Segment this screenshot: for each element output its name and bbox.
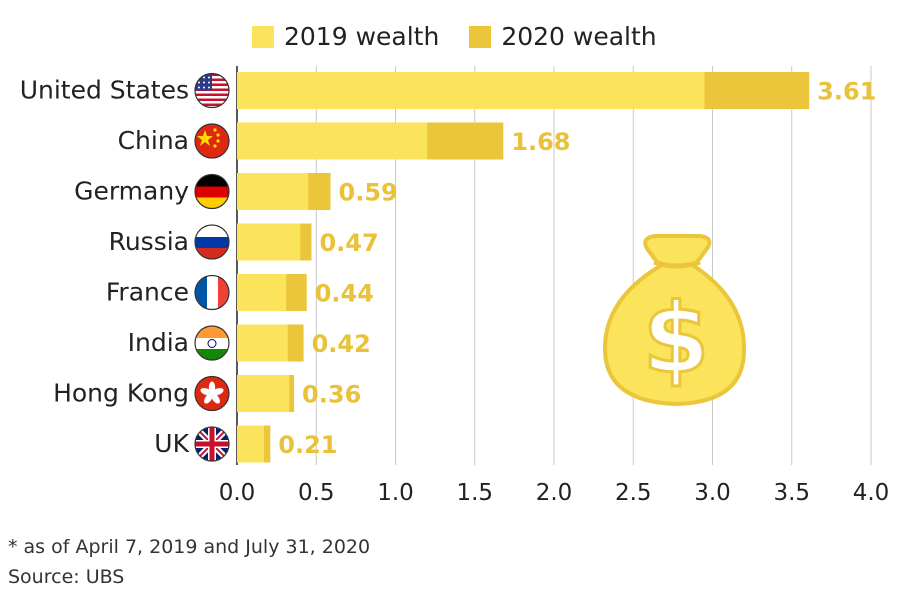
svg-text:$: $ [643, 283, 710, 395]
russia-flag-icon [194, 224, 230, 260]
data-label: 0.47 [319, 229, 378, 257]
india-flag-icon [194, 325, 230, 361]
category-label: China [118, 126, 189, 155]
x-tick-label: 2.0 [536, 480, 573, 506]
legend-item-2019: 2019 wealth [252, 22, 439, 51]
x-tick-label: 4.0 [853, 480, 890, 506]
us-flag-icon [194, 72, 230, 109]
legend-swatch-2020 [469, 25, 492, 48]
china-flag-icon [194, 123, 230, 159]
x-tick-label: 2.5 [615, 480, 652, 506]
bar-2019 [237, 173, 309, 210]
footnote: * as of April 7, 2019 and July 31, 2020 [8, 536, 371, 558]
legend-label-2019: 2019 wealth [284, 22, 440, 51]
legend-label-2020: 2020 wealth [501, 22, 657, 51]
bar-2019 [237, 223, 301, 261]
bar-2019 [237, 72, 705, 109]
money-bag-icon: $ [602, 234, 747, 407]
legend-swatch-2019 [252, 25, 274, 48]
data-label: 0.59 [339, 179, 398, 207]
legend-item-2020: 2020 wealth [469, 22, 657, 51]
flags [194, 72, 230, 462]
bar-2019 [237, 375, 290, 412]
bar-2019 [237, 122, 428, 160]
bar-2019 [237, 425, 264, 463]
germany-flag-icon [194, 173, 230, 210]
france-flag-icon [194, 274, 230, 311]
x-tick-label: 0.0 [219, 480, 256, 506]
uk-flag-icon [194, 426, 230, 462]
data-label: 0.21 [278, 431, 337, 459]
x-tick-labels: 0.0 0.5 1.0 1.5 2.0 2.5 3.0 3.5 4.0 [219, 480, 890, 506]
hong-kong-flag-icon [194, 375, 230, 412]
bar-2019 [237, 324, 288, 362]
x-tick-label: 0.5 [298, 480, 335, 506]
x-tick-label: 3.5 [773, 480, 810, 506]
x-tick-label: 1.5 [456, 480, 493, 506]
data-label: 0.44 [315, 280, 374, 308]
data-label: 0.42 [312, 330, 371, 358]
source: Source: UBS [8, 566, 125, 588]
category-label: India [128, 328, 189, 357]
category-label: France [106, 278, 189, 307]
bars: 3.61 1.68 0.59 0.47 0.44 0.42 0.36 0.21 [237, 72, 876, 463]
category-label: Germany [74, 177, 189, 206]
legend: 2019 wealth 2020 wealth [252, 22, 657, 51]
category-label: UK [154, 429, 189, 458]
bar-2019 [237, 274, 287, 311]
category-label: United States [20, 76, 189, 105]
data-label: 0.36 [302, 381, 361, 409]
x-tick-label: 3.0 [694, 480, 731, 506]
category-label: Hong Kong [53, 379, 189, 408]
data-label: 1.68 [511, 128, 570, 156]
category-label: Russia [109, 227, 189, 256]
x-tick-label: 1.0 [377, 480, 414, 506]
data-label: 3.61 [817, 78, 876, 106]
category-labels: United States China Germany Russia France Ind… [20, 76, 190, 459]
